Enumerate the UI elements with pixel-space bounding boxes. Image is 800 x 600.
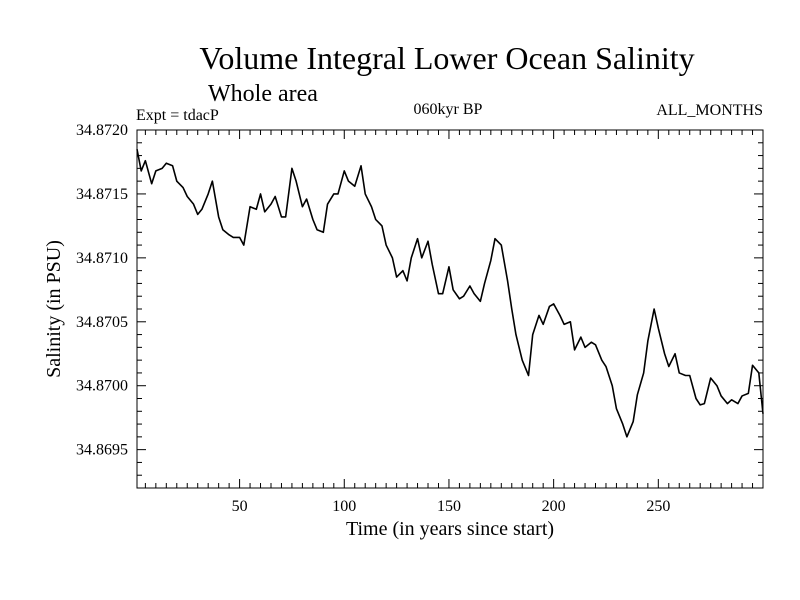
x-axis-label: Time (in years since start) — [346, 518, 554, 540]
x-tick-label: 50 — [232, 498, 248, 515]
y-tick-label: 34.8720 — [76, 122, 128, 139]
y-tick-label: 34.8710 — [76, 250, 128, 267]
x-tick-label: 250 — [646, 498, 670, 515]
x-tick-label: 200 — [542, 498, 566, 515]
y-axis-label: Salinity (in PSU) — [43, 240, 65, 378]
y-tick-label: 34.8715 — [76, 186, 128, 203]
y-tick-label: 34.8705 — [76, 314, 128, 331]
salinity-series-line — [136, 149, 764, 438]
x-tick-label: 150 — [437, 498, 461, 515]
x-tick-label: 100 — [332, 498, 356, 515]
plot-frame — [136, 129, 764, 489]
y-tick-label: 34.8695 — [76, 442, 128, 459]
x-tick-labels: 50 100 150 200 250 — [232, 498, 671, 515]
period-label: 060kyr BP — [414, 101, 483, 118]
experiment-label: Expt = tdacP — [136, 107, 219, 124]
y-tick-label: 34.8700 — [76, 378, 128, 395]
chart-subtitle: Whole area — [208, 81, 318, 107]
axis-ticks — [137, 130, 763, 488]
y-tick-labels: 34.8695 34.8700 34.8705 34.8710 34.8715 34.87… — [76, 122, 128, 459]
months-label: ALL_MONTHS — [656, 102, 763, 119]
chart-title: Volume Integral Lower Ocean Salinity — [199, 40, 694, 76]
